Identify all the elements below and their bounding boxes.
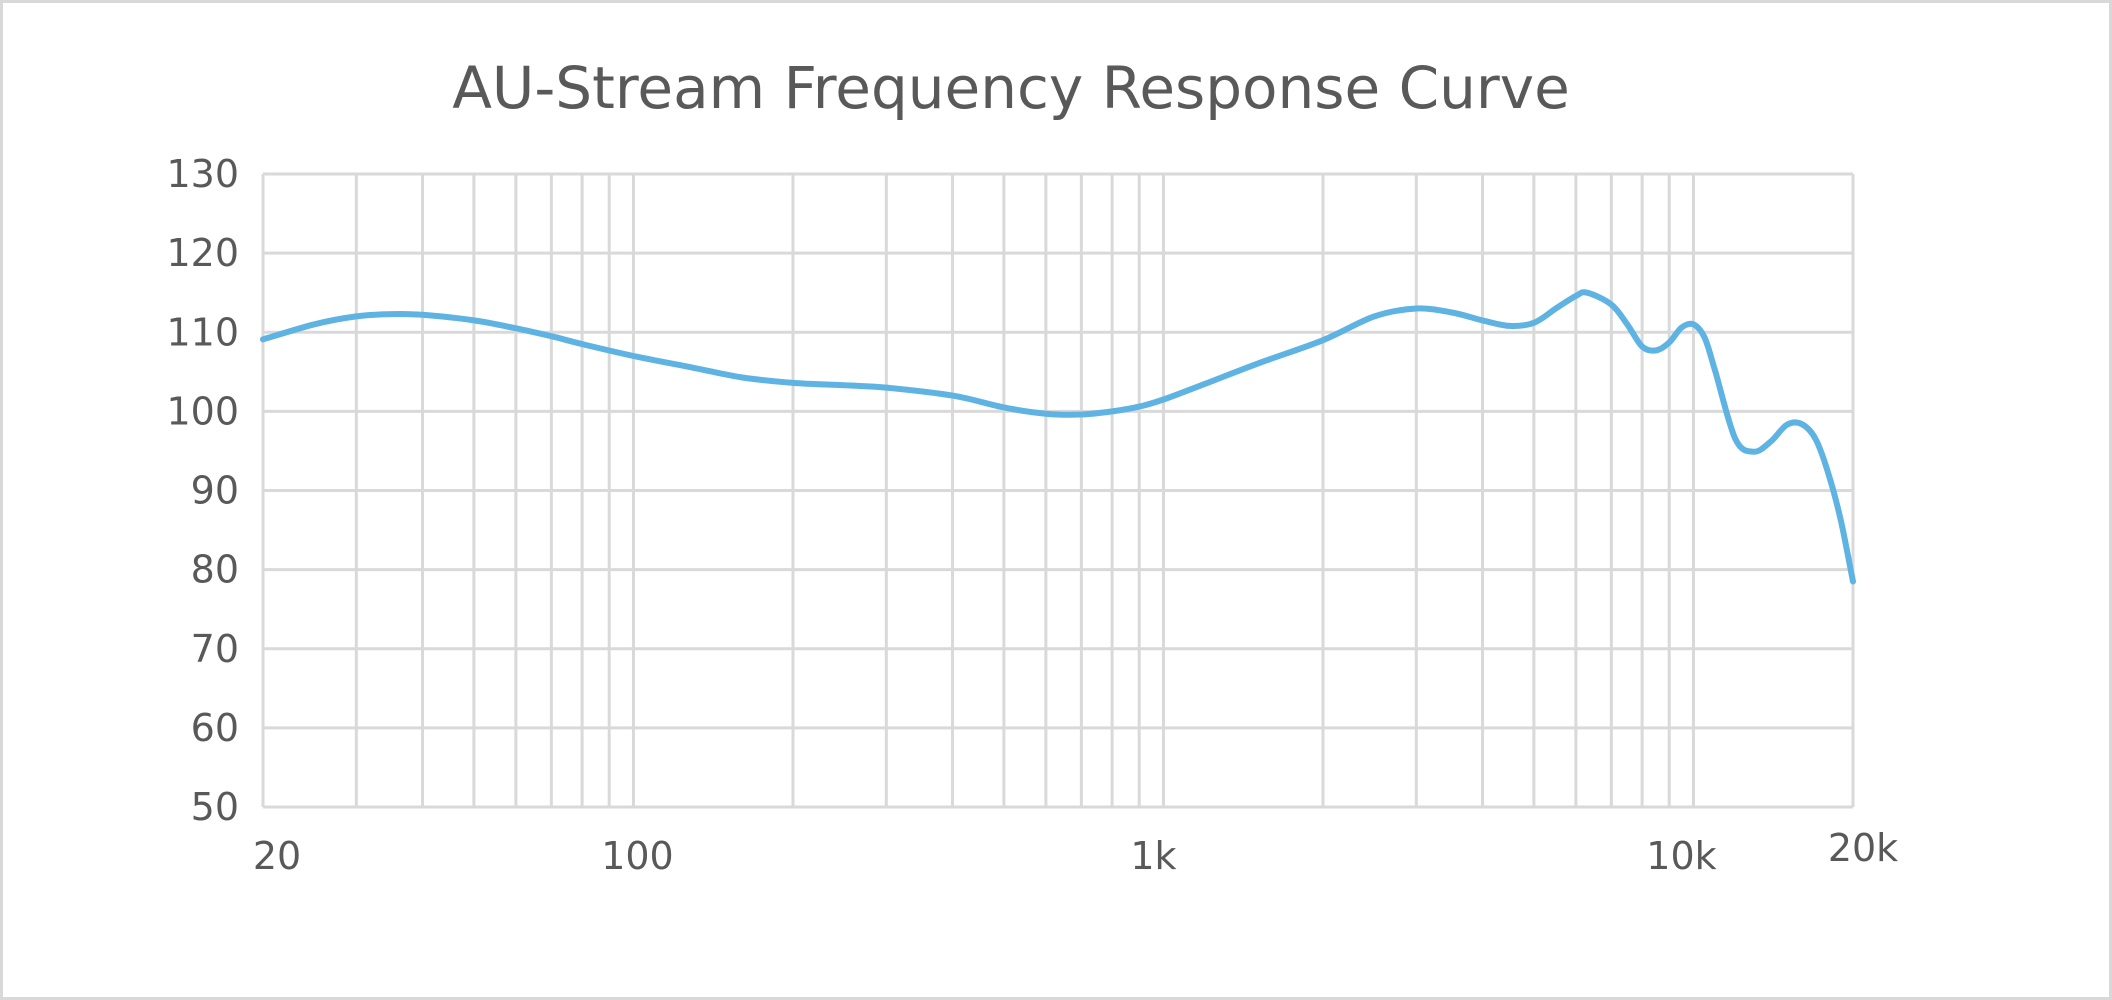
y-tick-label: 60 [191,706,239,750]
y-tick-label: 130 [166,152,239,196]
gridlines [261,172,1855,809]
y-tick-label: 100 [166,389,239,433]
y-tick-labels: 50 60 70 80 90 100 110 120 130 [166,152,239,829]
x-tick-label: 20k [1828,826,1898,870]
chart-title: AU-Stream Frequency Response Curve [452,54,1570,122]
y-tick-label: 90 [191,469,239,513]
series-layer [260,289,1856,585]
axes [261,174,1853,809]
x-tick-label: 20 [253,834,301,878]
y-tick-label: 110 [166,310,239,354]
x-tick-labels: 20 100 1k 10k 20k [253,826,1898,878]
x-tick-label: 1k [1130,834,1176,878]
series-line [260,289,1856,585]
y-tick-label: 120 [166,231,239,275]
x-tick-label: 10k [1646,834,1716,878]
y-tick-label: 80 [191,548,239,592]
x-tick-label: 100 [601,834,674,878]
y-tick-label: 50 [191,785,239,829]
y-tick-label: 70 [191,627,239,671]
